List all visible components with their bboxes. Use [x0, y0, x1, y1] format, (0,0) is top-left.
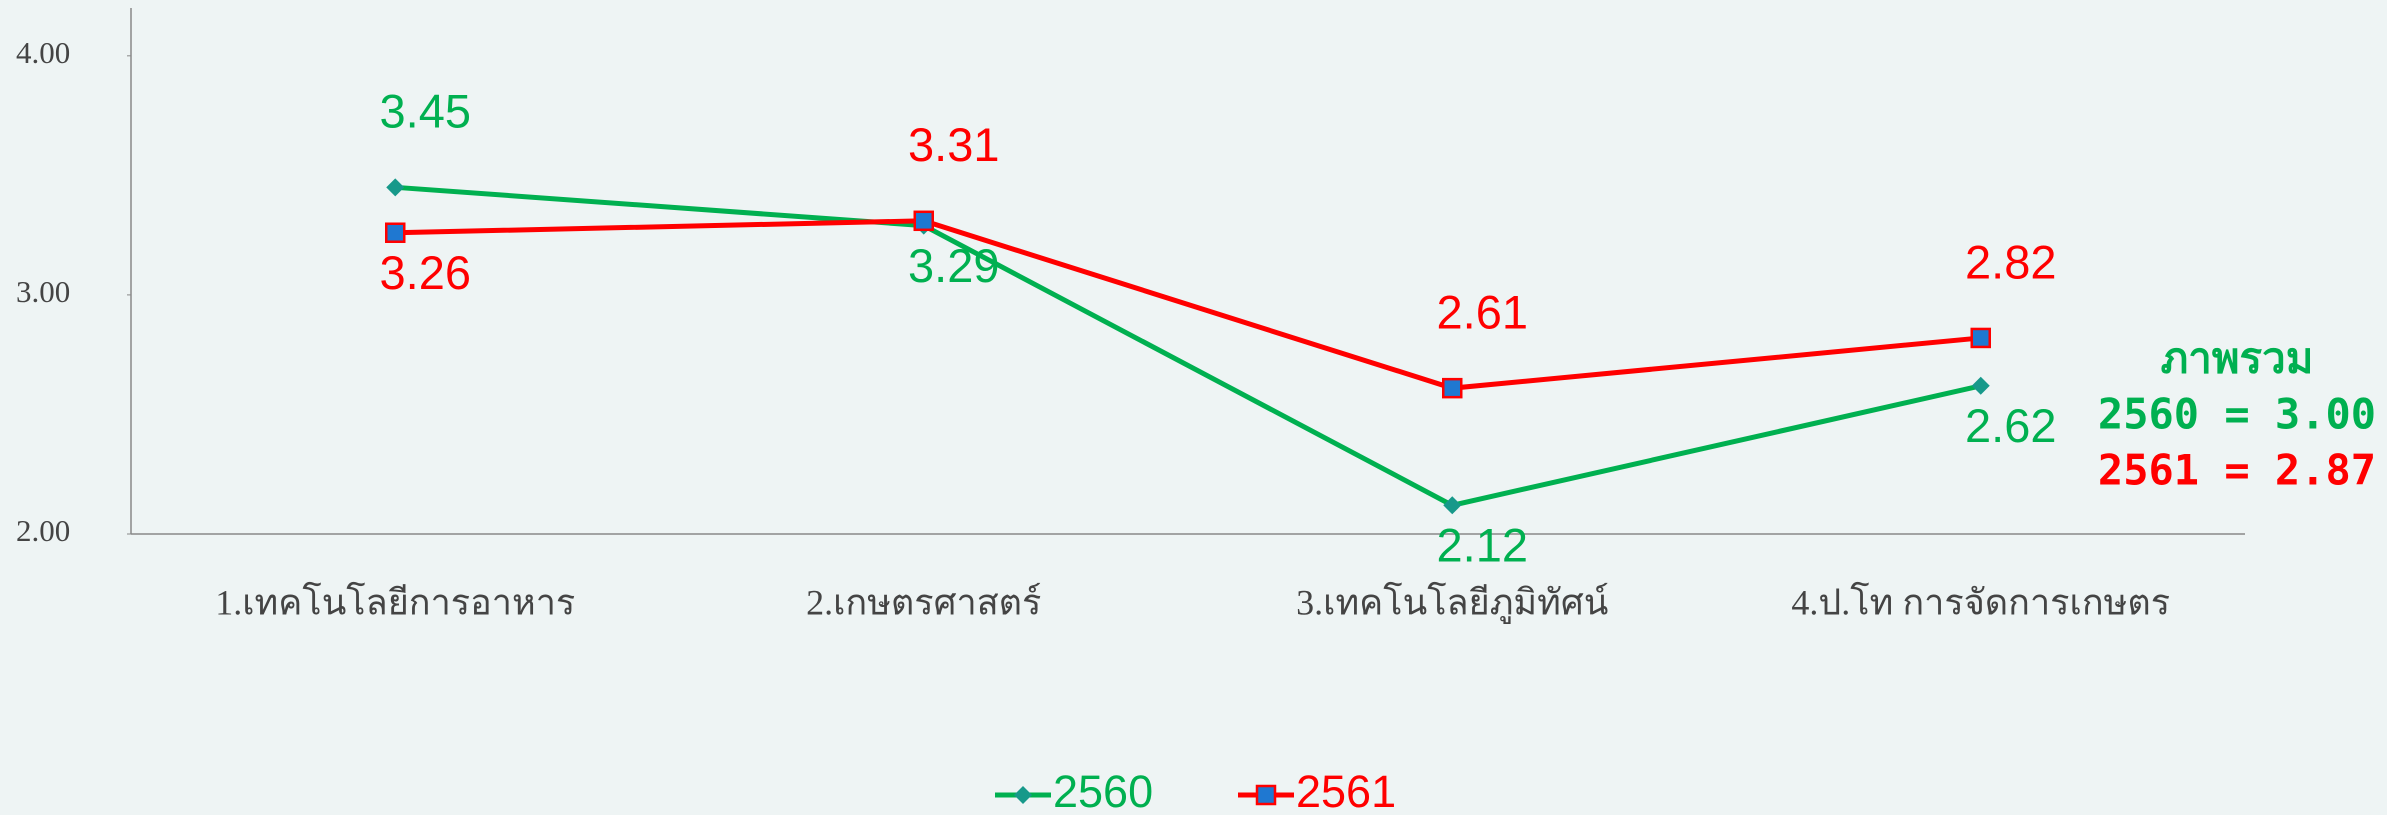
data-label: 3.26 — [380, 246, 471, 299]
legend-marker — [1255, 784, 1277, 806]
legend-label: 2561 — [1296, 766, 1396, 815]
annotation: 2560 = 3.00 — [2098, 390, 2376, 439]
x-tick-label: 4.ป.โท การจัดการเกษตร — [1791, 581, 2170, 622]
series-line — [395, 218, 1981, 391]
data-label: 3.29 — [908, 239, 999, 292]
data-label: 2.61 — [1437, 286, 1528, 339]
marker — [385, 222, 406, 243]
marker — [386, 178, 405, 197]
marker — [913, 210, 934, 232]
y-tick-label: 4.00 — [16, 35, 70, 70]
marker — [1971, 376, 1990, 395]
annotation: 2561 = 2.87 — [2098, 446, 2376, 495]
legend-label: 2560 — [1053, 766, 1153, 815]
data-label: 2.62 — [1965, 399, 2056, 452]
marker — [1443, 496, 1462, 515]
series-line — [395, 184, 1982, 508]
marker — [1442, 377, 1463, 399]
x-tick-label: 2.เกษตรศาสตร์ — [806, 582, 1041, 622]
data-label: 3.45 — [380, 85, 471, 138]
marker — [1970, 327, 1991, 349]
x-tick-label: 3.เทคโนโลยีภูมิทัศน์ — [1296, 581, 1608, 624]
legend-marker — [1014, 786, 1032, 804]
annotation: ภาพรวม — [2161, 334, 2314, 383]
y-tick-label: 3.00 — [16, 274, 70, 309]
x-tick-label: 1.เทคโนโลยีการอาหาร — [215, 581, 575, 622]
y-tick-label: 2.00 — [16, 513, 70, 548]
data-label: 2.12 — [1437, 519, 1528, 572]
data-label: 2.82 — [1965, 235, 2056, 288]
data-label: 3.31 — [908, 118, 999, 171]
